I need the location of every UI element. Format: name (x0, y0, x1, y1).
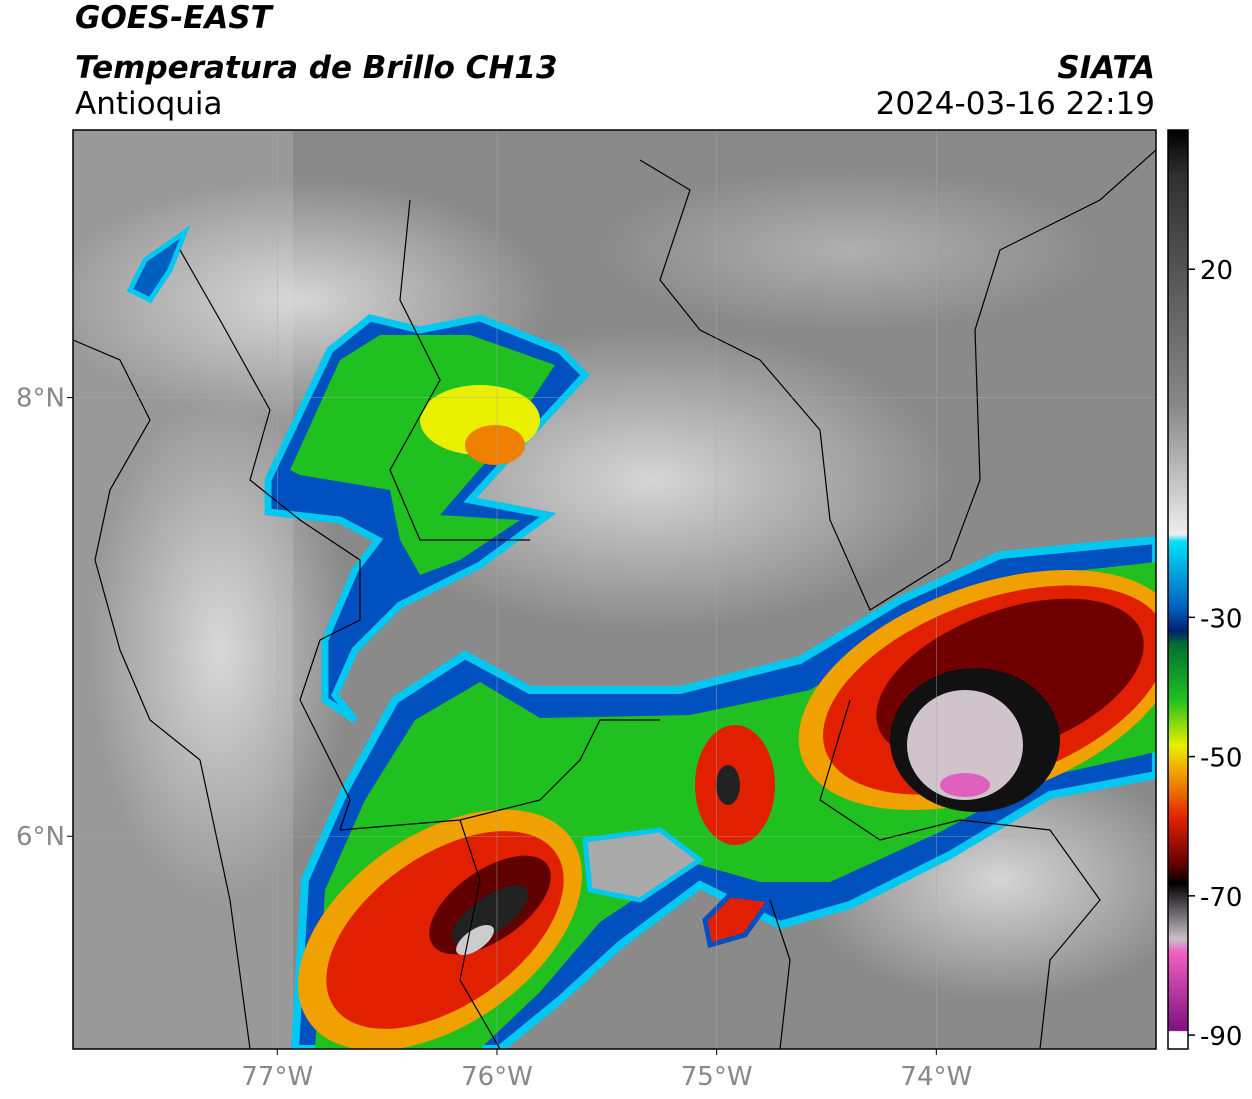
colorbar-tick-label: 20 (1200, 256, 1233, 286)
colorbar-tick-label: -50 (1200, 744, 1242, 774)
colorbar (1167, 129, 1189, 1050)
x-tick-label: 76°W (461, 1062, 533, 1092)
map-frame (72, 129, 1157, 1050)
x-tick-label: 74°W (900, 1062, 972, 1092)
region: Antioquia (75, 86, 223, 122)
grid (73, 130, 1156, 1049)
colorbar-tick-label: -90 (1200, 1022, 1242, 1052)
x-tick-label: 75°W (681, 1062, 753, 1092)
colorbar-tick-label: -70 (1200, 883, 1242, 913)
subtitle: Temperatura de Brillo CH13 (75, 50, 558, 86)
satellite-image (73, 130, 1156, 1049)
source: SIATA (1057, 50, 1155, 86)
y-tick-label: 8°N (16, 384, 65, 414)
title: GOES-EAST (75, 0, 275, 36)
y-tick-label: 6°N (16, 822, 65, 852)
x-tick-label: 77°W (241, 1062, 313, 1092)
datetime: 2024-03-16 22:19 (876, 86, 1155, 122)
colorbar-tick-label: -30 (1200, 604, 1242, 634)
